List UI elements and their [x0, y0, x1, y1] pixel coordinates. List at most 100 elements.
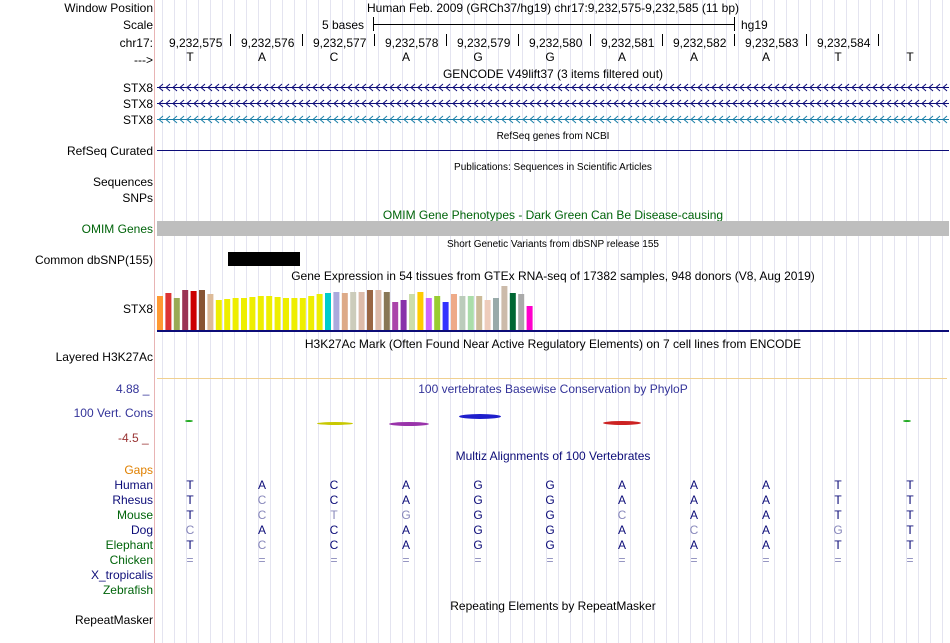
gtex-tissue-bar: [157, 296, 163, 330]
strand-chevron: [851, 115, 857, 124]
species-label[interactable]: Mouse: [116, 508, 153, 522]
strand-chevron: [508, 99, 514, 108]
reference-base: G: [545, 50, 555, 64]
db-label: hg19: [741, 18, 768, 32]
ruler-tick: [374, 34, 375, 46]
gtex-tissue-bar: [165, 293, 172, 330]
alignment-base: A: [401, 523, 410, 537]
conservation-logo-track[interactable]: [157, 408, 949, 432]
refseq-label[interactable]: RefSeq Curated: [66, 144, 153, 158]
multiz-gaps-label: Gaps: [124, 463, 153, 477]
alignment-base: T: [906, 508, 914, 522]
strand-chevron: [683, 83, 689, 92]
publications-snps-label[interactable]: SNPs: [122, 191, 153, 205]
strand-chevron: [501, 99, 507, 108]
strand-chevron: [697, 115, 703, 124]
grid-line: [714, 0, 715, 643]
alignment-base: G: [545, 478, 555, 492]
strand-chevron: [396, 115, 402, 124]
strand-chevron: [571, 115, 577, 124]
strand-chevron: [893, 115, 899, 124]
strand-chevron: [802, 115, 808, 124]
strand-chevron: [228, 83, 234, 92]
ruler-tick: [230, 34, 231, 46]
dbsnp-label[interactable]: Common dbSNP(155): [34, 253, 153, 267]
omim-label[interactable]: OMIM Genes: [81, 222, 153, 236]
strand-chevron: [662, 83, 668, 92]
strand-chevron: [515, 83, 521, 92]
grid-line: [366, 0, 367, 643]
strand-chevron: [207, 83, 213, 92]
grid-line: [534, 0, 535, 643]
strand-chevron: [186, 83, 192, 92]
strand-chevron: [851, 83, 857, 92]
strand-chevron: [711, 115, 717, 124]
strand-chevron: [774, 83, 780, 92]
strand-chevron: [277, 115, 283, 124]
strand-chevron: [354, 99, 360, 108]
species-label[interactable]: Human: [114, 478, 153, 492]
grid-line: [894, 0, 895, 643]
conservation-label[interactable]: 100 Vert. Cons: [73, 406, 153, 420]
grid-line: [798, 0, 799, 643]
omim-phenotype-bar[interactable]: [157, 221, 949, 236]
repeatmasker-label[interactable]: RepeatMasker: [74, 613, 153, 627]
strand-chevron: [445, 115, 451, 124]
strand-chevron: [382, 83, 388, 92]
gencode-gene-3-track[interactable]: [157, 114, 949, 125]
species-label[interactable]: Dog: [130, 523, 153, 537]
grid-line: [690, 0, 691, 643]
dbsnp-variant-block[interactable]: [228, 252, 300, 266]
alignment-base: T: [330, 508, 338, 522]
h3k27ac-label[interactable]: Layered H3K27Ac: [55, 350, 153, 364]
gencode-gene-2-track[interactable]: [157, 98, 949, 109]
strand-chevron: [466, 115, 472, 124]
alignment-base: G: [473, 538, 483, 552]
gencode-title: GENCODE V49lift37 (3 items filtered out): [442, 67, 664, 81]
strand-chevron: [599, 83, 605, 92]
species-label[interactable]: Zebrafish: [102, 583, 153, 597]
gtex-tissue-bar: [316, 294, 323, 330]
gtex-tissue-bar: [484, 300, 491, 330]
grid-line: [906, 0, 907, 643]
species-label[interactable]: Chicken: [109, 553, 153, 567]
strand-chevron: [830, 99, 836, 108]
alignment-base: G: [401, 508, 411, 522]
grid-line: [630, 0, 631, 643]
gtex-tissue-bar: [224, 299, 231, 330]
species-label[interactable]: Rhesus: [112, 493, 153, 507]
ruler-position: 9,232,578: [385, 36, 439, 50]
alignment-base: =: [762, 553, 770, 567]
publications-sequences-label[interactable]: Sequences: [92, 175, 153, 189]
reference-base: A: [257, 50, 266, 64]
alignment-base: A: [689, 538, 698, 552]
refseq-track-line[interactable]: [157, 150, 949, 151]
strand-chevron: [361, 99, 367, 108]
ruler-position: 9,232,580: [529, 36, 583, 50]
species-label[interactable]: X_tropicalis: [90, 568, 153, 582]
strand-chevron: [823, 83, 829, 92]
strand-chevron: [585, 99, 591, 108]
strand-chevron: [277, 83, 283, 92]
strand-chevron: [746, 115, 752, 124]
strand-chevron: [340, 99, 346, 108]
gencode-gene-2-label[interactable]: STX8: [122, 97, 153, 111]
strand-chevron: [627, 83, 633, 92]
reference-base: A: [761, 50, 770, 64]
gtex-gene-label[interactable]: STX8: [122, 302, 153, 316]
alignment-base: T: [906, 538, 914, 552]
gencode-gene-1-track[interactable]: [157, 82, 949, 93]
alignment-base: T: [834, 493, 842, 507]
species-label[interactable]: Elephant: [105, 538, 153, 552]
strand-chevron: [711, 99, 717, 108]
alignment-base: =: [618, 553, 626, 567]
strand-chevron: [186, 115, 192, 124]
gtex-bar-chart[interactable]: [157, 280, 949, 332]
strand-chevron: [676, 99, 682, 108]
gencode-gene-3-label[interactable]: STX8: [122, 113, 153, 127]
gencode-gene-1-label[interactable]: STX8: [122, 81, 153, 95]
strand-chevron: [795, 83, 801, 92]
strand-chevron: [312, 99, 318, 108]
strand-chevron: [725, 83, 731, 92]
strand-chevron: [858, 115, 864, 124]
